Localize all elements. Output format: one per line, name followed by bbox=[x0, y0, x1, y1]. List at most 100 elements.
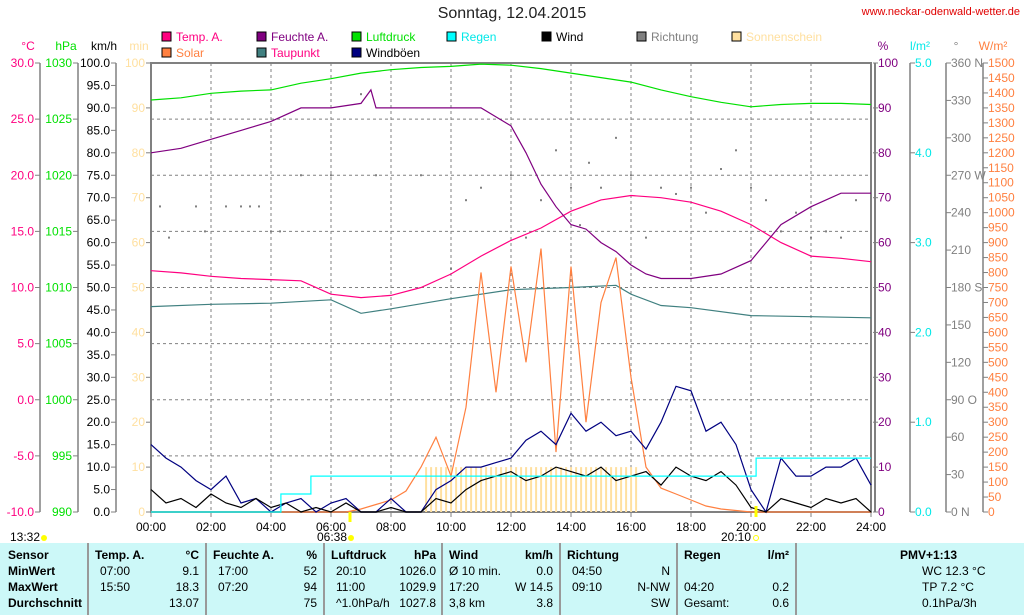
direction-point bbox=[540, 199, 542, 202]
solar-axis-label: 150 bbox=[988, 460, 1008, 474]
wind-axis-label: 70.0 bbox=[87, 191, 111, 205]
humidity-value: 75 bbox=[303, 596, 317, 610]
x-tick-label: 10:00 bbox=[436, 520, 466, 534]
temp-value: 9.1 bbox=[182, 564, 199, 578]
direction-axis-label: 330 bbox=[951, 93, 971, 107]
sun-axis-label: 100 bbox=[125, 56, 145, 70]
header-wind: Wind bbox=[449, 548, 479, 562]
direction-point bbox=[675, 192, 677, 195]
table-divider bbox=[87, 543, 89, 615]
direction-point bbox=[570, 186, 572, 189]
direction-point bbox=[204, 230, 206, 233]
sunshine-bar bbox=[480, 467, 483, 512]
humidity-axis-unit: % bbox=[878, 39, 889, 53]
humidity-axis-label: 0 bbox=[878, 505, 885, 519]
wind-axis-label: 100.0 bbox=[80, 56, 110, 70]
direction-point bbox=[555, 149, 557, 152]
solar-axis-label: 1150 bbox=[988, 161, 1014, 175]
direction-axis-label: 0 N bbox=[951, 505, 970, 519]
stats-table: Sensor Temp. A. °C Feuchte A.% Luftdruck hPa W… bbox=[0, 543, 1024, 615]
sunshine-bar bbox=[470, 467, 473, 512]
sunshine-bar bbox=[455, 467, 458, 512]
direction-axis-label: 270 W bbox=[951, 168, 986, 182]
direction-point bbox=[660, 186, 662, 189]
pressure-axis-label: 1025 bbox=[45, 112, 72, 126]
humidity-time: 17:00 bbox=[218, 564, 249, 578]
direction-point bbox=[579, 224, 581, 227]
wind-axis-label: 55.0 bbox=[87, 258, 111, 272]
rain-time: Gesamt: bbox=[684, 596, 730, 610]
rain-axis-label: 2.0 bbox=[915, 325, 932, 339]
sunshine-bar bbox=[620, 467, 623, 512]
pressure-axis-unit: hPa bbox=[55, 39, 77, 53]
rain-time: 04:20 bbox=[684, 580, 715, 594]
wind-axis-label: 0.0 bbox=[93, 505, 110, 519]
wind-axis-label: 60.0 bbox=[87, 236, 111, 250]
direction-axis-label: 360 N bbox=[951, 56, 983, 70]
direction-axis-label: 300 bbox=[951, 131, 971, 145]
table-divider bbox=[795, 543, 797, 615]
series-solar bbox=[151, 248, 871, 513]
direction-point bbox=[168, 236, 170, 239]
x-tick-label: 14:00 bbox=[556, 520, 586, 534]
pressure-axis-label: 1005 bbox=[45, 337, 72, 351]
legend-swatch bbox=[256, 47, 267, 58]
direction-point bbox=[525, 236, 527, 239]
sunshine-bar bbox=[540, 467, 543, 512]
sunshine-bar bbox=[635, 467, 638, 512]
pressure-axis-label: 995 bbox=[52, 449, 72, 463]
x-tick-label: 20:00 bbox=[736, 520, 766, 534]
sunshine-bar bbox=[615, 467, 618, 512]
direction-point bbox=[249, 205, 251, 208]
direction-point bbox=[258, 205, 260, 208]
humidity-axis-label: 20 bbox=[878, 415, 892, 429]
header-temp-unit: °C bbox=[185, 548, 199, 562]
sunshine-bar bbox=[600, 467, 603, 512]
wind-axis-label: 20.0 bbox=[87, 415, 111, 429]
x-tick-label: 04:00 bbox=[256, 520, 286, 534]
pressure-time: ^1.0hPa/h bbox=[336, 596, 390, 610]
direction-time: 04:50 bbox=[572, 564, 603, 578]
sunshine-bar bbox=[575, 467, 578, 512]
direction-axis-label: 90 O bbox=[951, 393, 977, 407]
direction-point bbox=[360, 93, 362, 96]
wind-time: Ø 10 min. bbox=[449, 564, 502, 578]
chart-title: Sonntag, 12.04.2015 bbox=[437, 5, 587, 22]
direction-point bbox=[480, 186, 482, 189]
humidity-axis-label: 80 bbox=[878, 146, 892, 160]
solar-axis-label: 1250 bbox=[988, 131, 1015, 145]
sunshine-bar bbox=[530, 467, 533, 512]
sunshine-bar bbox=[505, 467, 508, 512]
wind-axis-label: 75.0 bbox=[87, 168, 111, 182]
pmv-extra: 0.1hPa/3h bbox=[922, 596, 977, 610]
solar-axis-label: 1100 bbox=[988, 176, 1014, 190]
site-url-link[interactable]: www.neckar-odenwald-wetter.de bbox=[861, 6, 1020, 18]
solar-axis-label: 1000 bbox=[988, 206, 1015, 220]
humidity-axis-label: 30 bbox=[878, 370, 892, 384]
solar-axis-label: 950 bbox=[988, 221, 1008, 235]
solar-axis-label: 450 bbox=[988, 370, 1008, 384]
solar-axis-label: 550 bbox=[988, 340, 1008, 354]
direction-value: N bbox=[661, 564, 670, 578]
humidity-axis-label: 50 bbox=[878, 281, 892, 295]
legend-label: Regen bbox=[461, 30, 496, 44]
sun-axis-unit: min bbox=[129, 39, 148, 53]
legend-swatch bbox=[351, 31, 362, 42]
wind-axis-label: 90.0 bbox=[87, 101, 111, 115]
x-tick-label: 00:00 bbox=[136, 520, 166, 534]
legend-swatch bbox=[636, 31, 647, 42]
rain-axis-unit: l/m² bbox=[910, 39, 930, 53]
pressure-value: 1027.8 bbox=[399, 596, 436, 610]
direction-point bbox=[630, 174, 632, 177]
series-luftdruck bbox=[150, 63, 872, 108]
x-tick-label: 18:00 bbox=[676, 520, 706, 534]
header-rain-unit: l/m² bbox=[767, 548, 789, 562]
temp-value: 18.3 bbox=[175, 580, 199, 594]
direction-axis-label: 150 bbox=[951, 318, 971, 332]
sunshine-bar bbox=[555, 467, 558, 512]
sunshine-bar bbox=[545, 467, 548, 512]
solar-axis-label: 1450 bbox=[988, 71, 1015, 85]
row-label: MaxWert bbox=[8, 580, 58, 594]
rain-axis-label: 5.0 bbox=[915, 56, 932, 70]
